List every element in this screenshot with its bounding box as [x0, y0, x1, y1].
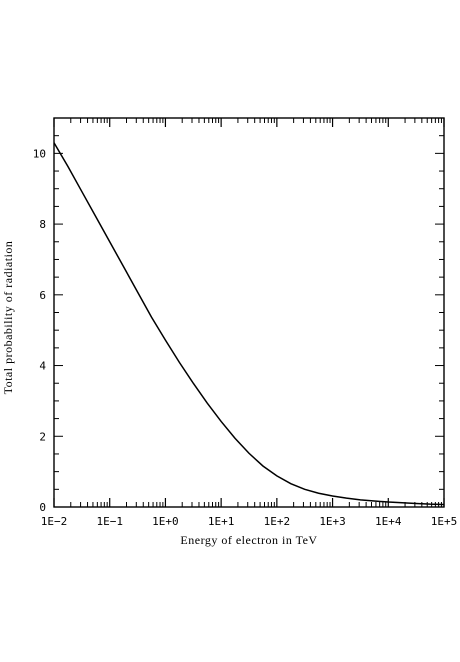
series-line	[53, 142, 445, 506]
x-tick-label: 1E+5	[431, 515, 458, 528]
y-tick-label: 0	[39, 501, 46, 514]
x-tick-label: 1E+0	[152, 515, 179, 528]
x-tick-labels: 1E−2 1E−1 1E+0 1E+1 1E+2 1E+3 1E+4 1E+5	[41, 515, 458, 528]
axis-ticks	[53, 117, 445, 508]
y-tick-label: 6	[39, 289, 46, 302]
y-tick-label: 10	[33, 147, 46, 160]
y-tick-label: 2	[39, 430, 46, 443]
x-tick-label: 1E+4	[375, 515, 402, 528]
y-tick-label: 4	[39, 360, 46, 373]
x-tick-label: 1E−2	[41, 515, 68, 528]
x-axis-title: Energy of electron in TeV	[180, 533, 317, 547]
y-tick-labels: 0 2 4 6 8 10	[33, 147, 47, 514]
y-tick-label: 8	[39, 218, 46, 231]
x-tick-label: 1E+2	[264, 515, 291, 528]
x-tick-label: 1E+3	[319, 515, 346, 528]
x-tick-label: 1E−1	[96, 515, 123, 528]
x-tick-label: 1E+1	[208, 515, 235, 528]
y-axis-title: Total probability of radiation	[1, 241, 15, 395]
plot-frame	[53, 117, 445, 508]
